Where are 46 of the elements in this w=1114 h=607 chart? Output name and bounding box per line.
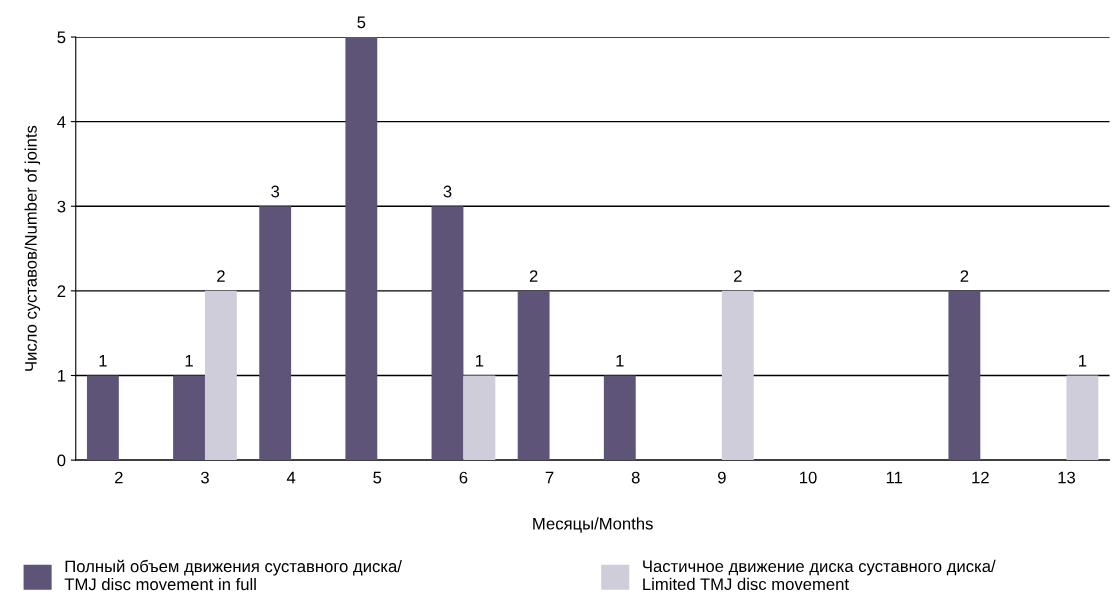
data-label: 2 xyxy=(960,270,969,282)
bar xyxy=(204,290,237,461)
y-tick-label: 4 xyxy=(57,116,66,128)
bar xyxy=(345,37,378,461)
x-tick-label: 9 xyxy=(718,471,726,484)
data-label: 3 xyxy=(443,185,452,198)
x-tick-label: 6 xyxy=(459,471,468,484)
bar xyxy=(1066,375,1099,461)
data-label: 2 xyxy=(734,270,742,282)
y-tick-label: 0 xyxy=(57,454,66,467)
bar xyxy=(431,206,464,461)
x-tick-label: 10 xyxy=(800,471,817,484)
y-axis-title: Число суставов/Number of joints xyxy=(24,125,41,371)
bar xyxy=(603,375,636,461)
bar xyxy=(259,206,292,461)
data-label: 2 xyxy=(217,270,225,282)
data-label: 1 xyxy=(476,355,484,367)
bar xyxy=(173,375,205,461)
data-label: 1 xyxy=(1079,355,1087,367)
x-tick-label: 12 xyxy=(972,471,989,484)
y-tick-label: 5 xyxy=(57,31,66,44)
x-tick-label: 7 xyxy=(545,471,554,484)
x-tick-label: 2 xyxy=(115,471,123,484)
y-tick-label: 2 xyxy=(57,285,66,297)
data-label: 2 xyxy=(529,270,538,282)
data-label: 1 xyxy=(99,355,107,367)
x-axis-title: Месяцы/Months xyxy=(533,517,653,533)
x-tick-label: 5 xyxy=(373,471,382,484)
bar xyxy=(721,290,754,461)
legend-label: Частичное движение диска суставного диска/ Limited TMJ disc movement xyxy=(643,559,996,591)
bar xyxy=(948,290,981,461)
x-tick-label: 3 xyxy=(200,471,209,484)
bar xyxy=(463,375,496,461)
x-tick-label: 8 xyxy=(631,471,640,484)
data-label: 3 xyxy=(271,185,280,198)
x-tick-label: 13 xyxy=(1058,471,1076,484)
x-tick-label: 4 xyxy=(286,471,296,484)
x-tick-label: 11 xyxy=(886,471,903,484)
y-tick-label: 1 xyxy=(58,370,66,382)
bar xyxy=(517,290,550,461)
y-tick-label: 3 xyxy=(57,200,66,213)
data-label: 1 xyxy=(185,355,193,367)
bar xyxy=(86,375,119,461)
data-label: 5 xyxy=(357,16,366,29)
legend-label: Полный объем движения суставного диска/ TMJ disc movement in full xyxy=(64,559,402,591)
data-label: 1 xyxy=(616,355,624,367)
